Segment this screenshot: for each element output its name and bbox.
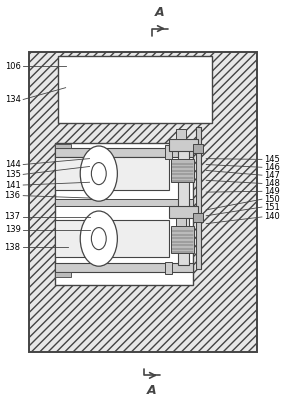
Bar — [55, 199, 193, 206]
Text: 147: 147 — [264, 170, 280, 180]
Bar — [194, 144, 203, 153]
Text: 144: 144 — [5, 160, 21, 169]
Text: 136: 136 — [5, 191, 21, 200]
Text: 149: 149 — [264, 187, 280, 196]
Bar — [55, 143, 193, 285]
Text: A: A — [147, 384, 157, 397]
Text: 148: 148 — [264, 179, 280, 188]
Text: 141: 141 — [5, 181, 21, 189]
Bar — [176, 218, 186, 230]
Bar — [55, 144, 71, 148]
Text: 139: 139 — [5, 225, 21, 234]
Text: 151: 151 — [264, 203, 280, 212]
Bar — [196, 127, 201, 269]
Bar — [169, 139, 198, 151]
Bar — [176, 129, 186, 139]
Text: 106: 106 — [5, 62, 21, 71]
Bar — [55, 157, 169, 190]
Bar — [178, 143, 189, 265]
Bar — [55, 220, 169, 257]
Text: 146: 146 — [264, 163, 280, 172]
Circle shape — [91, 162, 106, 185]
Bar — [165, 262, 172, 274]
Circle shape — [80, 146, 117, 201]
Text: 138: 138 — [5, 243, 21, 252]
Bar — [28, 52, 256, 352]
Bar — [194, 213, 203, 222]
Circle shape — [91, 228, 106, 249]
Circle shape — [80, 211, 117, 266]
Text: 150: 150 — [264, 195, 280, 204]
Bar — [165, 145, 172, 159]
Text: A: A — [155, 6, 165, 19]
Text: 135: 135 — [5, 170, 21, 179]
Text: 145: 145 — [264, 155, 280, 164]
Bar — [169, 206, 198, 218]
Bar — [58, 56, 211, 123]
Text: 134: 134 — [5, 95, 21, 104]
Text: 137: 137 — [5, 212, 21, 221]
Bar — [55, 148, 193, 157]
Bar — [55, 264, 193, 272]
Bar — [55, 272, 71, 277]
Bar — [171, 159, 194, 182]
Bar — [171, 226, 194, 253]
Text: 140: 140 — [264, 212, 280, 221]
